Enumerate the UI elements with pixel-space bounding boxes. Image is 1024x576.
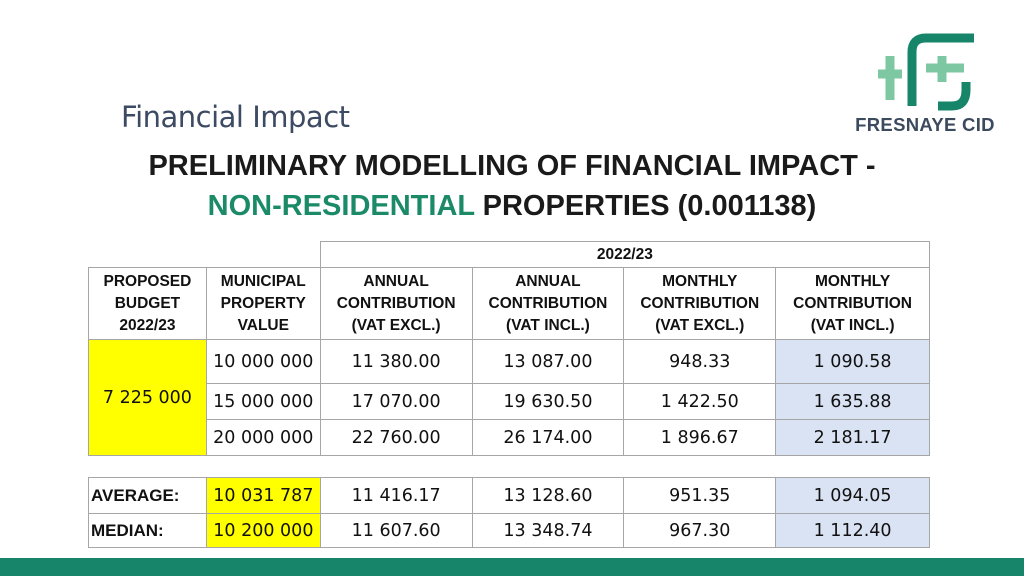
- property-value-cell: 10 000 000: [205, 339, 321, 384]
- average-label: AVERAGE:: [88, 477, 207, 514]
- page-title-line2: NON-RESIDENTIAL PROPERTIES (0.001138): [60, 186, 964, 226]
- median-label: MEDIAN:: [88, 513, 207, 548]
- table-row: 7 225 000 10 000 000 11 380.00 13 087.00…: [88, 339, 930, 456]
- summary-row-median: MEDIAN: 10 200 000 11 607.60 13 348.74 9…: [88, 513, 930, 548]
- table-row: 15 000 000 17 070.00 19 630.50 1 422.50 …: [89, 383, 930, 420]
- annual-excl-cell: 11 380.00: [319, 339, 473, 384]
- page-title-line1: PRELIMINARY MODELLING OF FINANCIAL IMPAC…: [148, 150, 876, 182]
- monthly-excl-cell: 1 422.50: [623, 383, 777, 420]
- annual-incl-cell: 19 630.50: [471, 383, 625, 420]
- average-annual-incl-cell: 13 128.60: [471, 477, 625, 514]
- median-annual-incl-cell: 13 348.74: [471, 513, 625, 548]
- table-row: 20 000 000 22 760.00 26 174.00 1 896.67 …: [89, 419, 930, 456]
- median-monthly-incl-cell: 1 112.40: [775, 513, 930, 548]
- table-header-empty: [89, 242, 207, 268]
- slide-subtitle: Financial Impact: [121, 100, 350, 134]
- median-value-cell: 10 200 000: [205, 513, 321, 548]
- monthly-incl-cell: 1 635.88: [775, 383, 930, 420]
- page-title-highlight: NON-RESIDENTIAL: [207, 190, 475, 222]
- monthly-incl-cell: 1 090.58: [775, 339, 930, 384]
- fresnaye-cid-logo-icon: [878, 33, 974, 111]
- annual-excl-cell: 22 760.00: [319, 419, 473, 456]
- proposed-budget-cell: 7 225 000: [88, 339, 207, 456]
- header-annual-incl: ANNUAL CONTRIBUTION (VAT INCL.): [471, 267, 625, 340]
- average-value-cell: 10 031 787: [205, 477, 321, 514]
- property-value-cell: 15 000 000: [205, 383, 321, 420]
- header-municipal-value: MUNICIPAL PROPERTY VALUE: [205, 267, 321, 340]
- footer-bar: [0, 558, 1024, 576]
- average-annual-excl-cell: 11 416.17: [319, 477, 473, 514]
- monthly-excl-cell: 1 896.67: [623, 419, 777, 456]
- header-monthly-excl: MONTHLY CONTRIBUTION (VAT EXCL.): [623, 267, 777, 340]
- monthly-excl-cell: 948.33: [623, 339, 777, 384]
- average-monthly-excl-cell: 951.35: [623, 477, 777, 514]
- summary-row-average: AVERAGE: 10 031 787 11 416.17 13 128.60 …: [88, 477, 930, 514]
- property-value-cell: 20 000 000: [205, 419, 321, 456]
- summary-table: AVERAGE: 10 031 787 11 416.17 13 128.60 …: [88, 477, 930, 548]
- monthly-incl-cell: 2 181.17: [775, 419, 930, 456]
- annual-excl-cell: 17 070.00: [319, 383, 473, 420]
- header-proposed-budget: PROPOSED BUDGET 2022/23: [88, 267, 207, 340]
- header-monthly-incl: MONTHLY CONTRIBUTION (VAT INCL.): [775, 267, 930, 340]
- impact-table: 2022/23 PROPOSED BUDGET 2022/23 MUNICIPAL P…: [88, 241, 931, 456]
- annual-incl-cell: 26 174.00: [471, 419, 625, 456]
- average-monthly-incl-cell: 1 094.05: [775, 477, 930, 514]
- year-header: 2022/23: [319, 241, 931, 268]
- logo-text: FRESNAYE CID: [855, 114, 995, 135]
- median-annual-excl-cell: 11 607.60: [319, 513, 473, 548]
- page-title-rest: PROPERTIES (0.001138): [474, 190, 817, 222]
- page-title: PRELIMINARY MODELLING OF FINANCIAL IMPAC…: [60, 146, 964, 226]
- median-monthly-excl-cell: 967.30: [623, 513, 777, 548]
- header-annual-excl: ANNUAL CONTRIBUTION (VAT EXCL.): [319, 267, 473, 340]
- table-header-empty: [206, 242, 320, 268]
- annual-incl-cell: 13 087.00: [471, 339, 625, 384]
